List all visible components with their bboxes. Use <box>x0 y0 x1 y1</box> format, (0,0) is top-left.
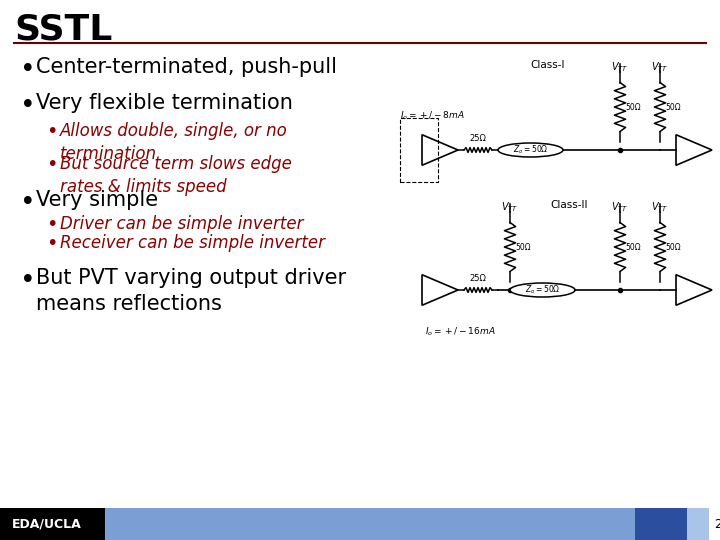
Text: But PVT varying output driver
means reflections: But PVT varying output driver means refl… <box>36 268 346 314</box>
Text: $V_{TT}$: $V_{TT}$ <box>611 60 629 74</box>
Text: $V_{TT}$: $V_{TT}$ <box>501 200 518 214</box>
Text: Allows double, single, or no
termination: Allows double, single, or no termination <box>60 122 288 163</box>
Text: •: • <box>46 234 58 253</box>
Bar <box>709 508 720 540</box>
Text: 50Ω: 50Ω <box>625 242 641 252</box>
Text: $I_o = +/-8mA$: $I_o = +/-8mA$ <box>400 110 465 122</box>
Text: 25Ω: 25Ω <box>469 274 487 283</box>
Bar <box>105 508 635 540</box>
Text: 50Ω: 50Ω <box>625 103 641 111</box>
Text: But source term slows edge
rates & limits speed: But source term slows edge rates & limit… <box>60 155 292 196</box>
Text: $I_o = +/-16mA$: $I_o = +/-16mA$ <box>425 325 495 338</box>
Ellipse shape <box>498 143 563 157</box>
Text: EDA/UCLA: EDA/UCLA <box>12 517 82 530</box>
Text: SSTL: SSTL <box>14 13 112 47</box>
Text: Class-I: Class-I <box>530 60 564 70</box>
Text: Class-II: Class-II <box>550 200 588 210</box>
Text: 29: 29 <box>714 517 720 530</box>
Ellipse shape <box>510 283 575 297</box>
Text: $Z_o = 50\Omega$: $Z_o = 50\Omega$ <box>525 284 560 296</box>
Text: •: • <box>20 190 35 216</box>
Bar <box>0 508 105 540</box>
Text: $V_{TT}$: $V_{TT}$ <box>652 60 669 74</box>
Text: Driver can be simple inverter: Driver can be simple inverter <box>60 215 304 233</box>
Text: Very simple: Very simple <box>36 190 158 210</box>
Bar <box>687 508 709 540</box>
Text: 50Ω: 50Ω <box>665 103 680 111</box>
Text: •: • <box>46 155 58 174</box>
Text: •: • <box>20 93 35 119</box>
Bar <box>635 508 687 540</box>
Text: $V_{TT}$: $V_{TT}$ <box>652 200 669 214</box>
Text: •: • <box>20 57 35 83</box>
Text: Very flexible termination: Very flexible termination <box>36 93 293 113</box>
Text: 50Ω: 50Ω <box>665 242 680 252</box>
Text: •: • <box>20 268 35 294</box>
Text: •: • <box>46 122 58 141</box>
Text: 25Ω: 25Ω <box>469 134 487 143</box>
Text: $Z_o = 50\Omega$: $Z_o = 50\Omega$ <box>513 144 548 156</box>
Text: •: • <box>46 215 58 234</box>
Text: 50Ω: 50Ω <box>515 242 531 252</box>
Text: Center-terminated, push-pull: Center-terminated, push-pull <box>36 57 337 77</box>
Text: Receiver can be simple inverter: Receiver can be simple inverter <box>60 234 325 252</box>
Text: $V_{TT}$: $V_{TT}$ <box>611 200 629 214</box>
